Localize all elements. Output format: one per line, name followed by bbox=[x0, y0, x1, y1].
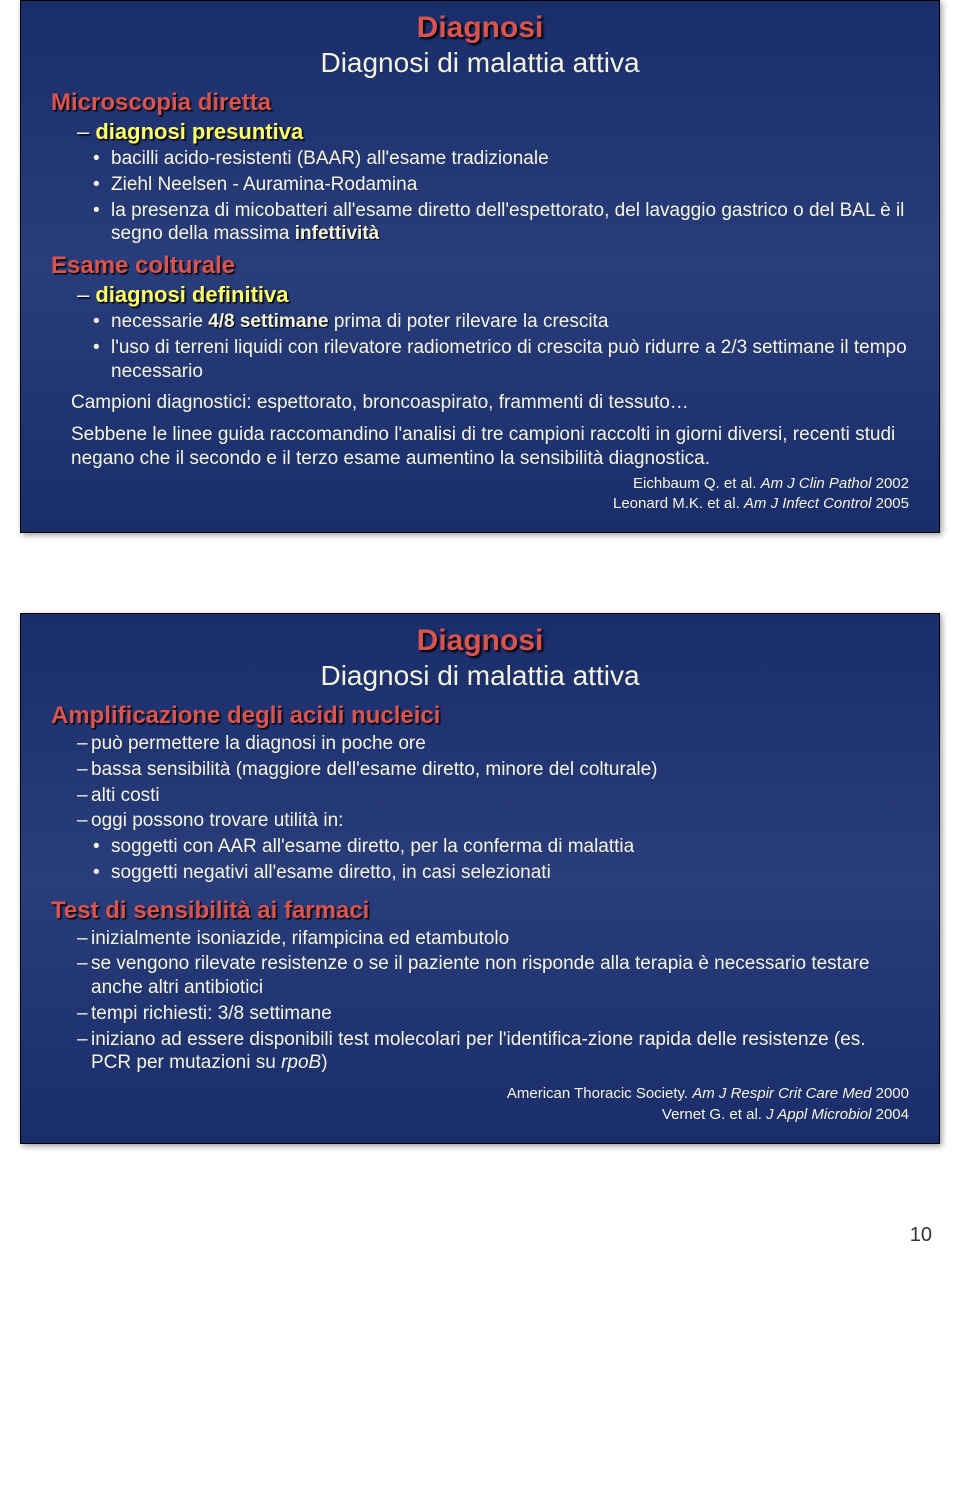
slide1-title: Diagnosi bbox=[51, 11, 909, 45]
cite-journal: Am J Respir Crit Care Med bbox=[692, 1085, 871, 1102]
slide1-cite-2: Leonard M.K. et al. Am J Infect Control … bbox=[51, 495, 909, 514]
text: ) bbox=[321, 1052, 327, 1073]
cite-year: 2004 bbox=[871, 1106, 909, 1123]
slide1-sub-presuntiva: diagnosi presuntiva bbox=[77, 119, 909, 145]
text: iniziano ad essere disponibili test mole… bbox=[91, 1029, 866, 1074]
slide2-dash-sensibilita: bassa sensibilità (maggiore dell'esame d… bbox=[77, 758, 909, 782]
cite-journal: J Appl Microbiol bbox=[766, 1106, 871, 1123]
cite-year: 2000 bbox=[871, 1085, 909, 1102]
slide1-section-colturale: Esame colturale bbox=[51, 252, 909, 280]
cite-author: Vernet G. et al. bbox=[662, 1106, 766, 1123]
cite-journal: Am J Infect Control bbox=[744, 495, 872, 512]
slide2-dash-tempi: tempi richiesti: 3/8 settimane bbox=[77, 1002, 909, 1026]
slide2-bullet-negativi: soggetti negativi all'esame diretto, in … bbox=[111, 861, 909, 885]
slide2-dash-molecolari: iniziano ad essere disponibili test mole… bbox=[77, 1028, 909, 1076]
cite-year: 2005 bbox=[871, 495, 909, 512]
text: necessarie bbox=[111, 311, 208, 332]
slide2-title: Diagnosi bbox=[51, 624, 909, 658]
slide1-bullet-ziehl: Ziehl Neelsen - Auramina-Rodamina bbox=[111, 173, 909, 197]
slide1-bullet-infettivita: la presenza di micobatteri all'esame dir… bbox=[111, 199, 909, 247]
slide1-cite-1: Eichbaum Q. et al. Am J Clin Pathol 2002 bbox=[51, 475, 909, 494]
slide2-section-test: Test di sensibilità ai farmaci bbox=[51, 897, 909, 925]
slide1-para-linee-guida: Sebbene le linee guida raccomandino l'an… bbox=[71, 423, 909, 471]
page-number: 10 bbox=[0, 1224, 960, 1257]
cite-year: 2002 bbox=[871, 475, 909, 492]
slide-2: Diagnosi Diagnosi di malattia attiva Amp… bbox=[20, 613, 940, 1144]
text: la presenza di micobatteri all'esame dir… bbox=[111, 200, 904, 245]
slide-1: Diagnosi Diagnosi di malattia attiva Mic… bbox=[20, 0, 940, 533]
cite-author: American Thoracic Society. bbox=[507, 1085, 692, 1102]
slide2-dash-utilita: oggi possono trovare utilità in: bbox=[77, 809, 909, 833]
cite-journal: Am J Clin Pathol bbox=[761, 475, 872, 492]
slide1-para-campioni: Campioni diagnostici: espettorato, bronc… bbox=[71, 391, 909, 415]
slide2-section-amplificazione: Amplificazione degli acidi nucleici bbox=[51, 702, 909, 730]
slide1-bullet-settimane: necessarie 4/8 settimane prima di poter … bbox=[111, 310, 909, 334]
bold-48-settimane: 4/8 settimane bbox=[208, 311, 328, 332]
slide2-cite-1: American Thoracic Society. Am J Respir C… bbox=[51, 1085, 909, 1104]
ital-rpob: rpoB bbox=[281, 1052, 321, 1073]
cite-author: Leonard M.K. et al. bbox=[613, 495, 744, 512]
slide2-cite-2: Vernet G. et al. J Appl Microbiol 2004 bbox=[51, 1106, 909, 1125]
page: Diagnosi Diagnosi di malattia attiva Mic… bbox=[0, 0, 960, 1287]
slide1-bullet-terreni: l'uso di terreni liquidi con rilevatore … bbox=[111, 336, 909, 384]
slide2-subtitle: Diagnosi di malattia attiva bbox=[51, 660, 909, 692]
cite-author: Eichbaum Q. et al. bbox=[633, 475, 761, 492]
slide1-section-microscopia: Microscopia diretta bbox=[51, 89, 909, 117]
slide1-bullet-baar: bacilli acido-resistenti (BAAR) all'esam… bbox=[111, 147, 909, 171]
slide2-dash-isoniazide: inizialmente isoniazide, rifampicina ed … bbox=[77, 927, 909, 951]
bold-infettivita: infettività bbox=[295, 223, 379, 244]
slide2-dash-poche-ore: può permettere la diagnosi in poche ore bbox=[77, 732, 909, 756]
slide1-subtitle: Diagnosi di malattia attiva bbox=[51, 47, 909, 79]
text: prima di poter rilevare la crescita bbox=[329, 311, 609, 332]
slide2-dash-costi: alti costi bbox=[77, 784, 909, 808]
slide2-dash-resistenze: se vengono rilevate resistenze o se il p… bbox=[77, 952, 909, 1000]
slide1-sub-definitiva: diagnosi definitiva bbox=[77, 282, 909, 308]
slide2-bullet-aar: soggetti con AAR all'esame diretto, per … bbox=[111, 835, 909, 859]
